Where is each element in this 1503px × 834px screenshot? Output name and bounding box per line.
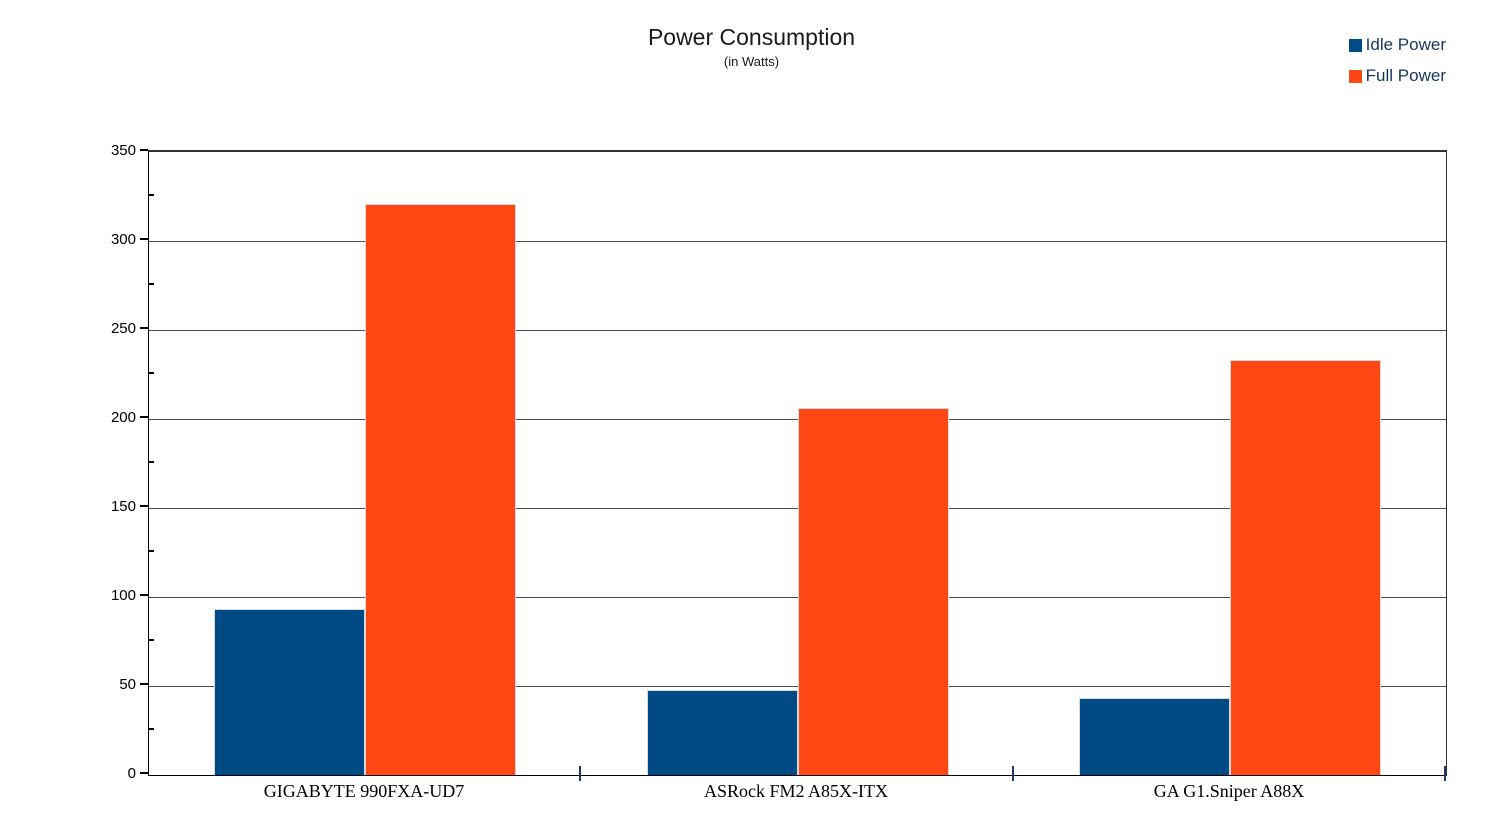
idle-power-swatch-icon [1348, 38, 1362, 52]
y-axis-tick-label-250: 250 [110, 320, 136, 337]
legend-item-full-power: Full Power [1348, 66, 1446, 86]
bar-idle-power-2 [647, 690, 798, 775]
y-axis-major-tick-icon [140, 327, 148, 329]
y-axis-major-tick-icon [140, 149, 148, 151]
y-axis-major-tick-icon [140, 772, 148, 774]
y-axis-major-tick-icon [140, 683, 148, 685]
gridline-y-250 [149, 330, 1446, 331]
y-axis-minor-tick-icon [149, 372, 154, 374]
y-axis-tick-label-350: 350 [110, 142, 136, 159]
gridline-y-300 [149, 241, 1446, 242]
y-axis-tick-label-50: 50 [119, 676, 136, 693]
legend-label-full-power: Full Power [1365, 66, 1446, 85]
y-axis-minor-tick-icon [149, 461, 154, 463]
y-axis-tick-label-100: 100 [110, 587, 136, 604]
chart-title: Power Consumption [647, 24, 856, 50]
bar-idle-power-3 [1079, 698, 1230, 775]
y-axis-tick-label-0: 0 [127, 765, 136, 782]
gridline-y-200 [149, 419, 1446, 420]
x-axis-category-label-2: ASRock FM2 A85X-ITX [703, 781, 888, 801]
legend: Idle Power Full Power [1348, 35, 1446, 86]
gridline-y-50 [149, 686, 1446, 687]
y-axis-tick-label-300: 300 [110, 231, 136, 248]
y-axis-minor-tick-icon [149, 283, 154, 285]
bar-full-power-3 [1230, 360, 1381, 775]
x-axis-category-label-3: GA G1.Sniper A88X [1153, 781, 1305, 801]
y-axis-minor-tick-icon [149, 728, 154, 730]
title-block: Power Consumption (in Watts) [0, 24, 1503, 69]
bar-full-power-2 [798, 408, 949, 775]
legend-item-idle-power: Idle Power [1348, 35, 1446, 55]
gridline-y-150 [149, 508, 1446, 509]
plot-area [148, 150, 1447, 776]
y-axis-minor-tick-icon [149, 194, 154, 196]
y-axis-minor-tick-icon [149, 639, 154, 641]
bar-full-power-1 [365, 204, 516, 775]
y-axis-tick-label-150: 150 [110, 498, 136, 515]
x-axis-category-label-1: GIGABYTE 990FXA-UD7 [263, 781, 465, 801]
y-axis-major-tick-icon [140, 416, 148, 418]
legend-label-idle-power: Idle Power [1365, 35, 1446, 54]
x-axis-boundary-tick-icon [579, 766, 581, 781]
y-axis-major-tick-icon [140, 505, 148, 507]
y-axis-major-tick-icon [140, 594, 148, 596]
chart-subtitle: (in Watts) [723, 53, 780, 69]
y-axis-minor-tick-icon [149, 550, 154, 552]
gridline-y-100 [149, 597, 1446, 598]
x-axis-boundary-tick-icon [1012, 766, 1014, 781]
x-axis-boundary-tick-icon [1444, 766, 1446, 781]
bar-idle-power-1 [214, 609, 365, 775]
y-axis-major-tick-icon [140, 238, 148, 240]
full-power-swatch-icon [1348, 69, 1362, 83]
y-axis-tick-label-200: 200 [110, 409, 136, 426]
